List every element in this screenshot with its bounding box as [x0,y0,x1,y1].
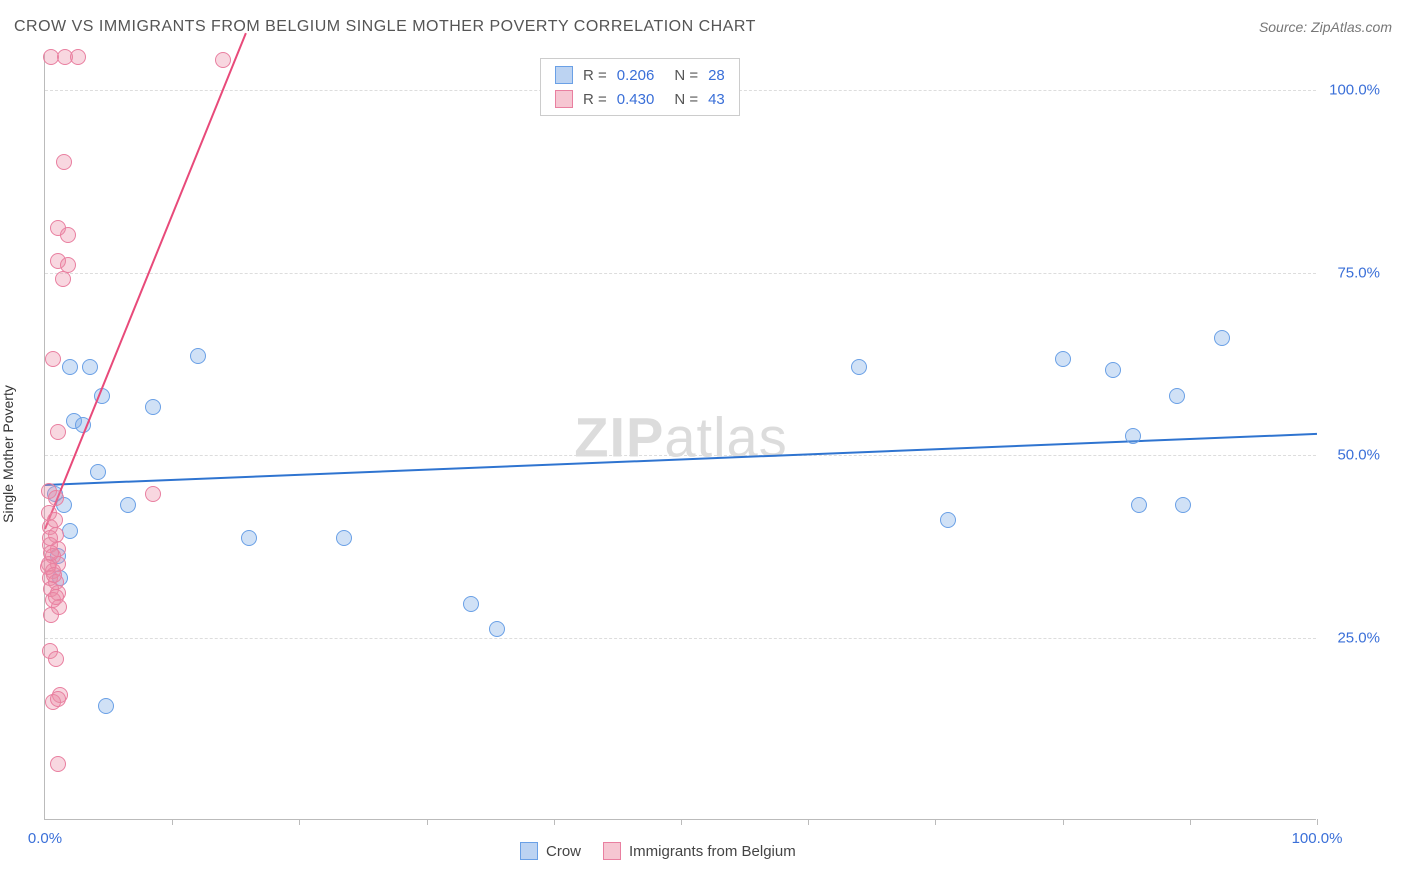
legend-n-label: N = [674,67,698,84]
source-label: Source: ZipAtlas.com [1259,19,1392,35]
x-tick [1190,819,1191,825]
gridline [45,273,1316,274]
legend-swatch [555,66,573,84]
data-point-belgium [48,651,64,667]
legend-n-label: N = [674,91,698,108]
data-point-crow [90,464,106,480]
data-point-belgium [50,424,66,440]
data-point-crow [336,530,352,546]
y-axis-label: Single Mother Poverty [0,385,16,523]
data-point-crow [851,359,867,375]
data-point-crow [120,497,136,513]
x-tick [299,819,300,825]
legend-n-value: 43 [708,91,725,108]
data-point-crow [82,359,98,375]
legend-swatch [520,842,538,860]
data-point-belgium [43,545,59,561]
data-point-crow [241,530,257,546]
x-tick [172,819,173,825]
data-point-belgium [45,351,61,367]
legend-r-label: R = [583,67,607,84]
data-point-crow [190,348,206,364]
legend-row: R = 0.430 N = 43 [555,87,725,111]
data-point-belgium [60,227,76,243]
data-point-crow [940,512,956,528]
data-point-belgium [56,154,72,170]
gridline [45,455,1316,456]
correlation-legend: R = 0.206 N = 28 R = 0.430 N = 43 [540,58,740,116]
y-tick-label: 25.0% [1337,629,1380,646]
data-point-belgium [70,49,86,65]
legend-row: R = 0.206 N = 28 [555,63,725,87]
data-point-crow [1214,330,1230,346]
x-tick [808,819,809,825]
legend-r-value: 0.430 [617,91,655,108]
x-tick-label: 100.0% [1292,830,1343,847]
data-point-belgium [145,486,161,502]
y-tick-label: 100.0% [1329,82,1380,99]
data-point-belgium [215,52,231,68]
legend-r-value: 0.206 [617,67,655,84]
data-point-crow [1055,351,1071,367]
data-point-crow [489,621,505,637]
data-point-belgium [50,756,66,772]
x-tick [554,819,555,825]
legend-n-value: 28 [708,67,725,84]
legend-item: Immigrants from Belgium [603,842,796,860]
data-point-crow [1169,388,1185,404]
x-tick [935,819,936,825]
chart-title: CROW VS IMMIGRANTS FROM BELGIUM SINGLE M… [14,18,756,36]
data-point-crow [1125,428,1141,444]
data-point-crow [1175,497,1191,513]
scatter-plot: 25.0%50.0%75.0%100.0%0.0%100.0%ZIPatlas [44,54,1316,820]
legend-swatch [555,90,573,108]
gridline [45,638,1316,639]
x-tick-label: 0.0% [28,830,62,847]
chart-header: CROW VS IMMIGRANTS FROM BELGIUM SINGLE M… [14,18,1392,36]
y-tick-label: 50.0% [1337,447,1380,464]
legend-swatch [603,842,621,860]
legend-label: Crow [546,843,581,860]
x-tick [681,819,682,825]
legend-item: Crow [520,842,581,860]
data-point-crow [145,399,161,415]
data-point-belgium [48,490,64,506]
data-point-crow [98,698,114,714]
x-tick [427,819,428,825]
data-point-belgium [42,530,58,546]
data-point-belgium [46,567,62,583]
data-point-belgium [43,607,59,623]
legend-label: Immigrants from Belgium [629,843,796,860]
data-point-crow [1105,362,1121,378]
series-legend: Crow Immigrants from Belgium [520,842,796,860]
data-point-crow [1131,497,1147,513]
data-point-crow [62,359,78,375]
data-point-belgium [47,512,63,528]
x-tick [1317,819,1318,825]
data-point-belgium [55,271,71,287]
data-point-belgium [60,257,76,273]
data-point-crow [463,596,479,612]
data-point-belgium [48,589,64,605]
legend-r-label: R = [583,91,607,108]
data-point-belgium [50,691,66,707]
data-point-crow [62,523,78,539]
x-tick [1063,819,1064,825]
y-tick-label: 75.0% [1337,264,1380,281]
